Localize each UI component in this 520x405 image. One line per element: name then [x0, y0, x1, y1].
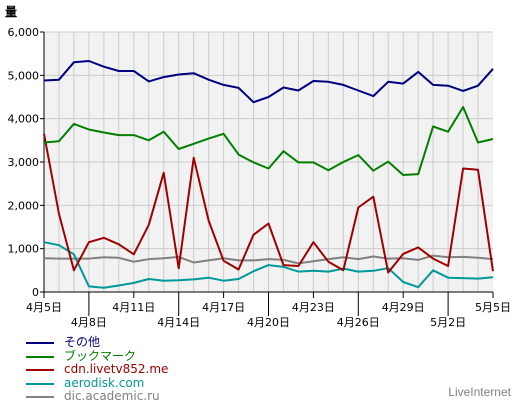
legend-swatch — [26, 369, 54, 371]
y-tick-label: 3,000 — [8, 156, 40, 169]
x-tick-label: 4月5日 — [26, 301, 62, 314]
legend-label: aerodisk.com — [64, 375, 145, 390]
liveinternet-brand: LiveInternet — [448, 385, 511, 399]
x-tick-label: 4月14日 — [157, 316, 200, 329]
x-tick-label: 4月8日 — [71, 316, 107, 329]
y-tick-label: 2,000 — [8, 199, 40, 212]
series-line — [43, 60, 494, 104]
x-tick-label: 4月11日 — [112, 301, 155, 314]
y-tick-label: 4,000 — [8, 113, 40, 126]
y-tick-label: 5,000 — [8, 69, 40, 82]
line-chart: 量 0 1,000 2,000 3,000 4,000 5,000 6,000 4月5日 4月8… — [5, 5, 511, 329]
y-tick-label: 1,000 — [8, 243, 40, 256]
x-tick-label: 4月17日 — [202, 301, 245, 314]
series-line — [43, 241, 494, 289]
y-axis-title: 量 — [5, 5, 17, 19]
series-line — [43, 133, 494, 274]
x-tick-label: 4月23日 — [292, 301, 335, 314]
legend-label: cdn.livetv852.me — [64, 362, 169, 376]
legend-label: dic.academic.ru — [64, 389, 160, 403]
series-line — [43, 106, 494, 176]
x-tick-label: 5月2日 — [430, 316, 466, 329]
legend-swatch — [26, 396, 54, 398]
legend-swatch — [26, 382, 54, 385]
x-tick-label: 4月29日 — [382, 301, 425, 314]
x-tick-label: 4月20日 — [247, 316, 290, 329]
legend-label: ブックマーク — [64, 348, 137, 363]
y-tick-label: 6,000 — [8, 26, 40, 39]
x-tick-label: 5月5日 — [475, 301, 511, 314]
series-line — [43, 254, 494, 265]
x-tick-label: 4月26日 — [337, 316, 380, 329]
y-tick-label: 0 — [32, 286, 39, 299]
legend-label: その他 — [64, 335, 101, 349]
legend-swatch — [26, 355, 54, 358]
legend-swatch — [26, 342, 54, 344]
